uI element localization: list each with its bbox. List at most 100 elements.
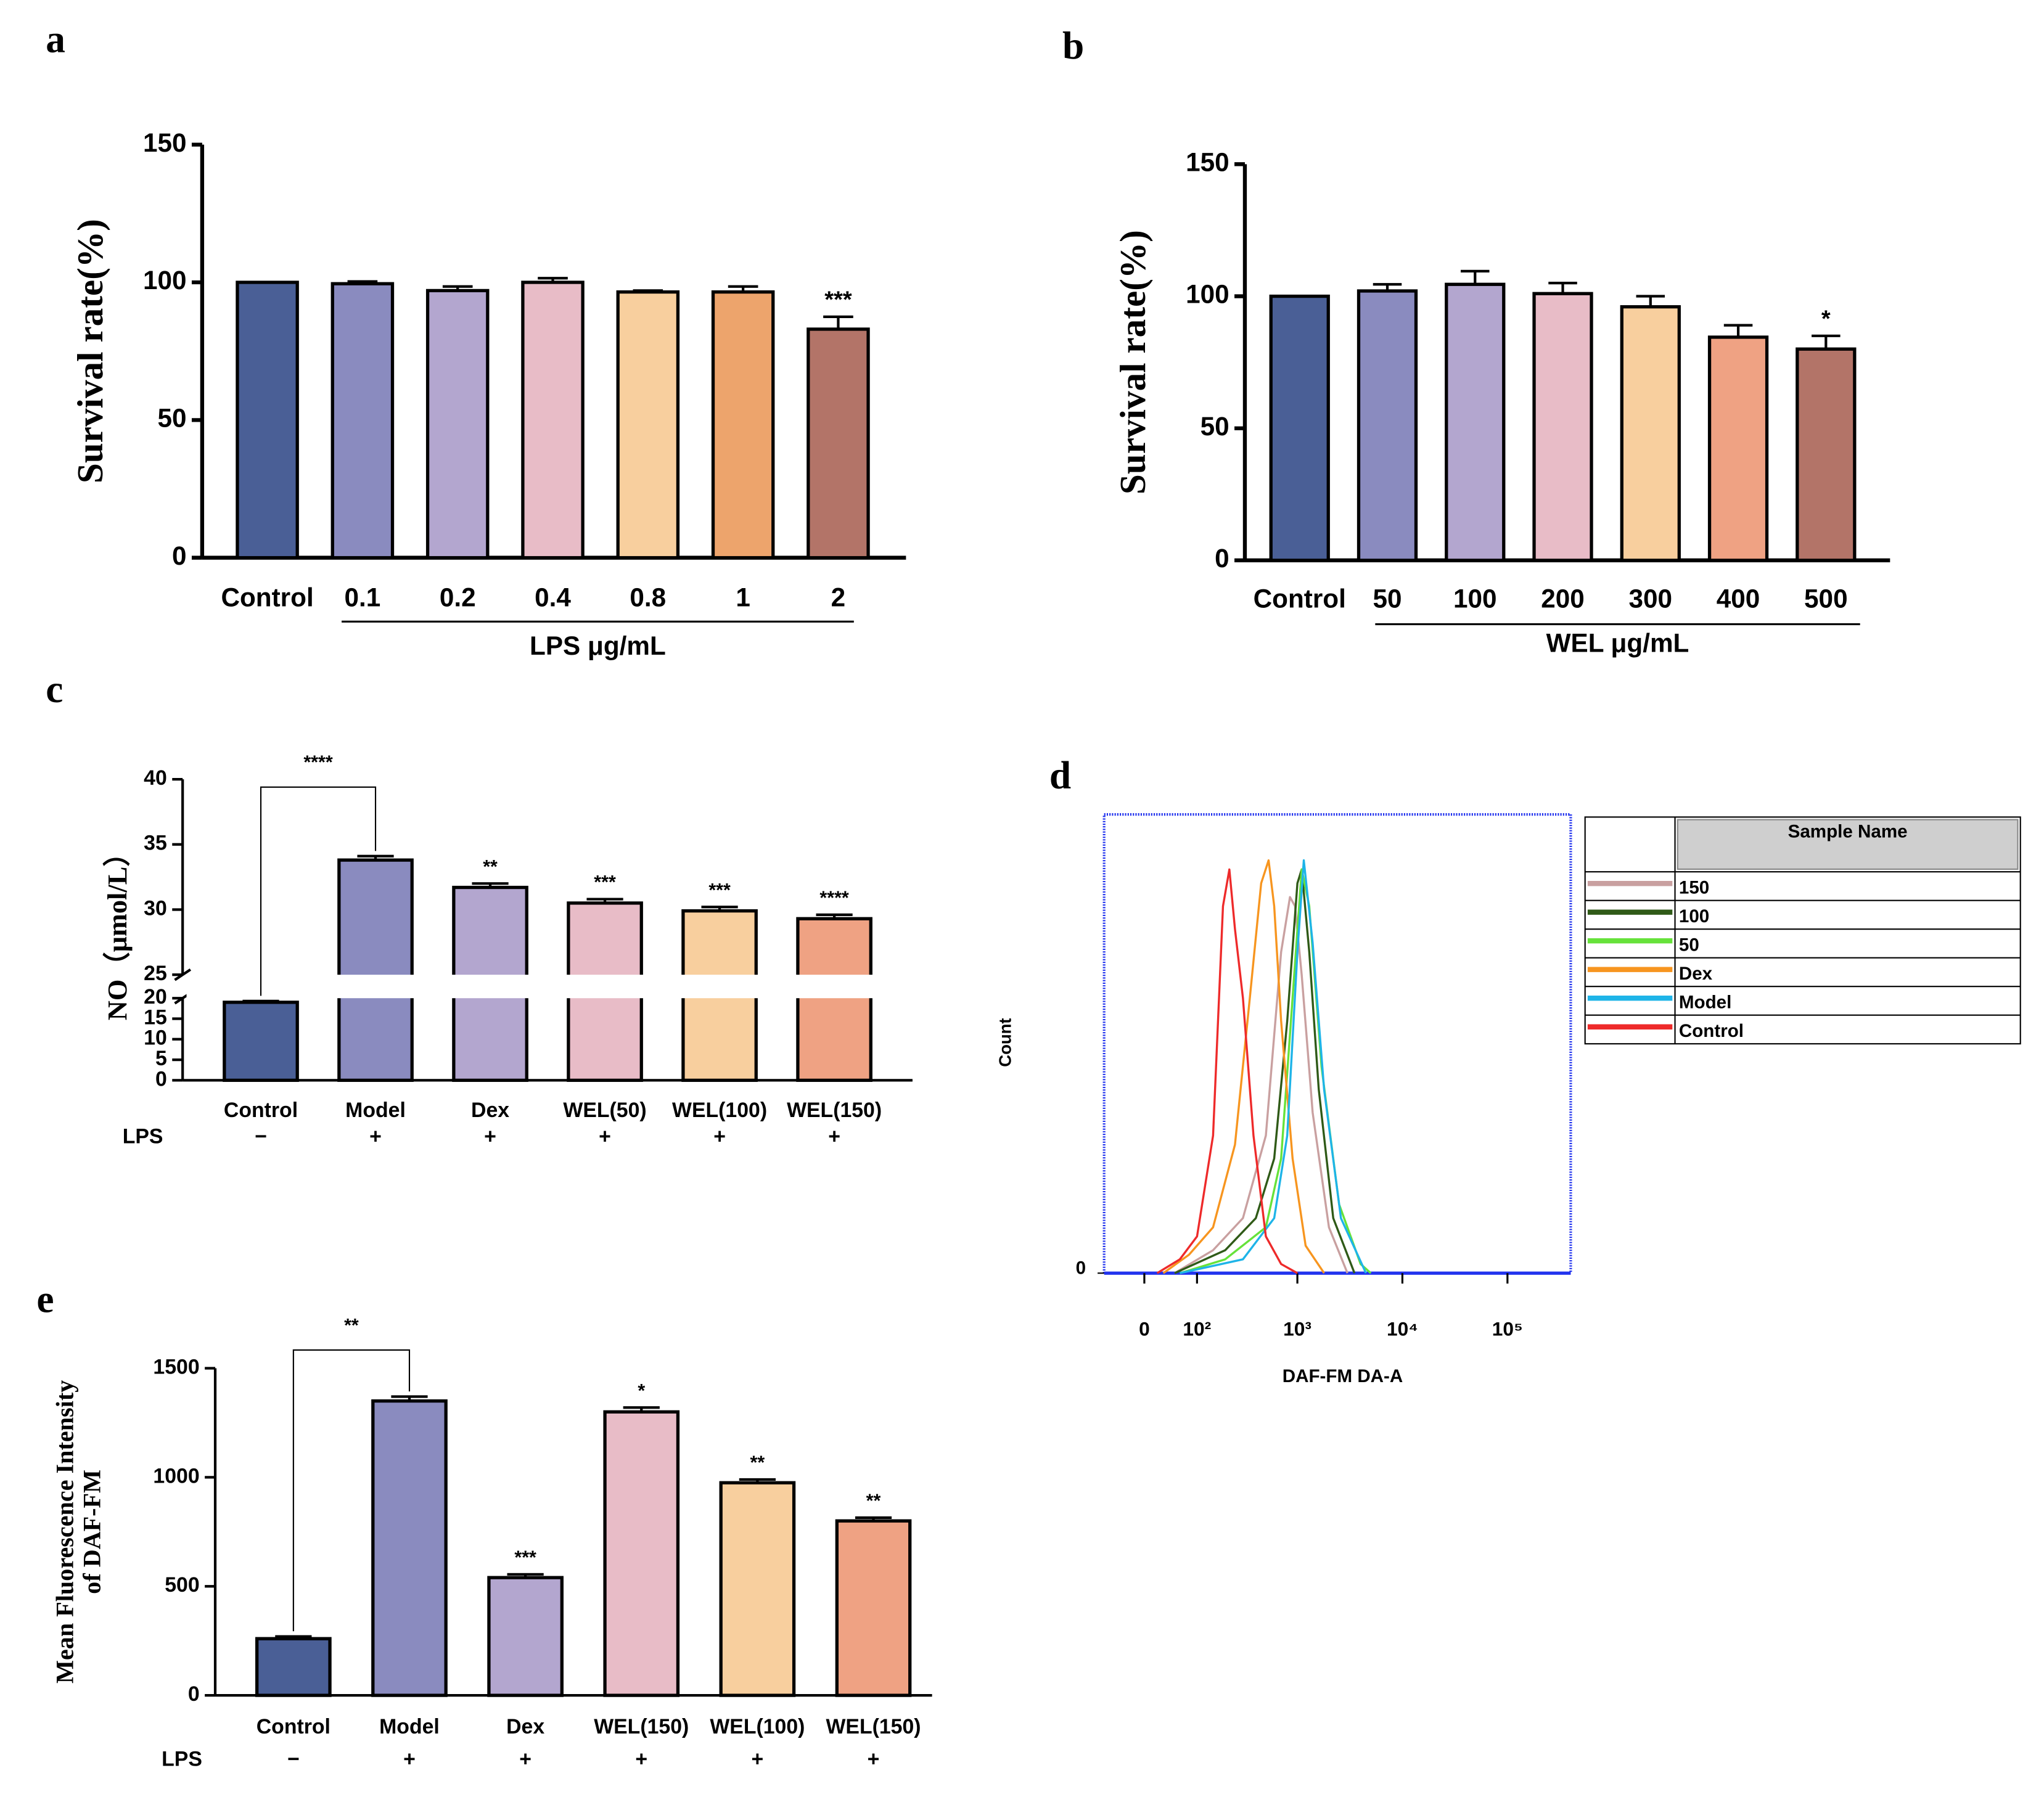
x-tick-label: 300: [1629, 584, 1673, 613]
bar: [835, 1519, 912, 1697]
y-tick-label: 50: [1201, 412, 1229, 441]
bar: [1532, 292, 1593, 562]
x-tick-label: 0.2: [440, 583, 476, 612]
row-value: −: [255, 1124, 267, 1148]
panel-label: b: [1062, 23, 1084, 67]
bar: [1796, 347, 1857, 562]
x-tick-label: WEL(150): [594, 1715, 689, 1738]
bar: [371, 1399, 448, 1697]
y-axis-label: Survival rate(%): [1112, 230, 1153, 494]
legend-header-cell: [1677, 819, 2019, 870]
bar: [337, 858, 414, 1083]
legend-title: Sample Name: [1788, 822, 1908, 842]
x-tick-label: Dex: [506, 1715, 544, 1738]
x-tick-label: WEL(150): [787, 1099, 882, 1122]
bar: [807, 327, 870, 560]
panel-label: a: [46, 17, 65, 60]
y-tick-label: 0: [155, 1067, 167, 1091]
x-tick-label: 0: [1139, 1318, 1150, 1340]
legend-label: 100: [1679, 906, 1709, 927]
significance: ***: [708, 880, 731, 901]
plot-frame: [1102, 813, 1572, 1275]
y-tick-label: 25: [144, 962, 167, 985]
row-value: +: [828, 1124, 840, 1148]
y-tick-label: 10: [144, 1026, 167, 1050]
row-value: +: [403, 1748, 416, 1771]
bar: [1620, 305, 1681, 562]
significance: *: [638, 1380, 645, 1401]
y-axis-label: Count: [995, 1018, 1014, 1066]
bracket-label: **: [344, 1315, 359, 1336]
row-label: LPS: [162, 1748, 202, 1771]
y-tick-label: 0: [188, 1682, 200, 1706]
y-tick-label: 100: [143, 266, 187, 295]
legend-label: Control: [1679, 1021, 1744, 1041]
histogram-curve: [1156, 868, 1298, 1274]
legend-frame: [1584, 816, 2021, 1045]
bar: [719, 1481, 796, 1697]
y-tick-label: 0: [1076, 1258, 1086, 1279]
x-tick-label: Control: [221, 583, 313, 612]
x-tick-label: Control: [257, 1715, 330, 1738]
significance: **: [483, 856, 498, 877]
panel-label: c: [46, 667, 63, 711]
y-tick-label: 150: [143, 128, 187, 157]
axis-gap: [186, 975, 917, 999]
bracket: [260, 786, 377, 996]
bar: [487, 1576, 564, 1697]
significance: ***: [514, 1547, 536, 1568]
row-value: +: [599, 1124, 611, 1148]
bracket-label: ****: [303, 752, 333, 773]
bar: [330, 282, 395, 560]
y-axis-label: NO（μmol/L）: [102, 839, 133, 1020]
row-value: +: [868, 1748, 880, 1771]
x-tick-label: 200: [1541, 584, 1585, 613]
significance: ***: [594, 872, 616, 893]
significance: **: [750, 1452, 765, 1473]
row-value: +: [369, 1124, 382, 1148]
histogram-curve: [1162, 859, 1325, 1274]
bar: [603, 1410, 680, 1697]
x-tick-label: 50: [1373, 584, 1402, 613]
x-tick-label: Dex: [471, 1099, 509, 1122]
panel-label: d: [1049, 753, 1071, 797]
legend-label: Dex: [1679, 964, 1713, 984]
bar: [1269, 294, 1330, 562]
y-tick-label: 20: [144, 985, 167, 1009]
group-label: WEL μg/mL: [1546, 629, 1689, 658]
x-tick-label: 1: [736, 583, 750, 612]
y-tick-label: 5: [155, 1047, 167, 1070]
x-tick-label: 2: [831, 583, 846, 612]
x-tick-label: 0.1: [345, 583, 381, 612]
row-value: +: [635, 1748, 647, 1771]
bar: [796, 917, 872, 1083]
row-label: LPS: [123, 1124, 163, 1148]
panel-label: e: [36, 1277, 54, 1320]
y-tick-label: 1500: [153, 1355, 199, 1378]
row-value: +: [752, 1748, 764, 1771]
y-tick-label: 0: [172, 541, 187, 570]
bar: [223, 1001, 299, 1083]
y-tick-label: 30: [144, 896, 167, 920]
y-tick-label: 0: [1215, 544, 1229, 573]
row-value: +: [519, 1748, 532, 1771]
y-tick-label: 35: [144, 832, 167, 855]
bar: [255, 1637, 332, 1697]
legend-label: 150: [1679, 877, 1709, 898]
y-tick-label: 15: [144, 1005, 167, 1029]
x-tick-label: 0.8: [630, 583, 666, 612]
x-tick-label: WEL(150): [826, 1715, 921, 1738]
y-tick-label: 500: [165, 1573, 199, 1597]
significance: ***: [824, 287, 852, 313]
row-value: +: [713, 1124, 726, 1148]
bar: [236, 280, 299, 560]
bar: [711, 290, 775, 560]
histogram-curve: [1179, 868, 1372, 1274]
bar: [425, 289, 490, 560]
histogram-curve: [1174, 896, 1348, 1274]
y-tick-label: 150: [1186, 148, 1229, 177]
x-axis-label: DAF-FM DA-A: [1283, 1366, 1403, 1386]
bracket: [292, 1349, 411, 1632]
x-tick-label: 100: [1453, 584, 1497, 613]
